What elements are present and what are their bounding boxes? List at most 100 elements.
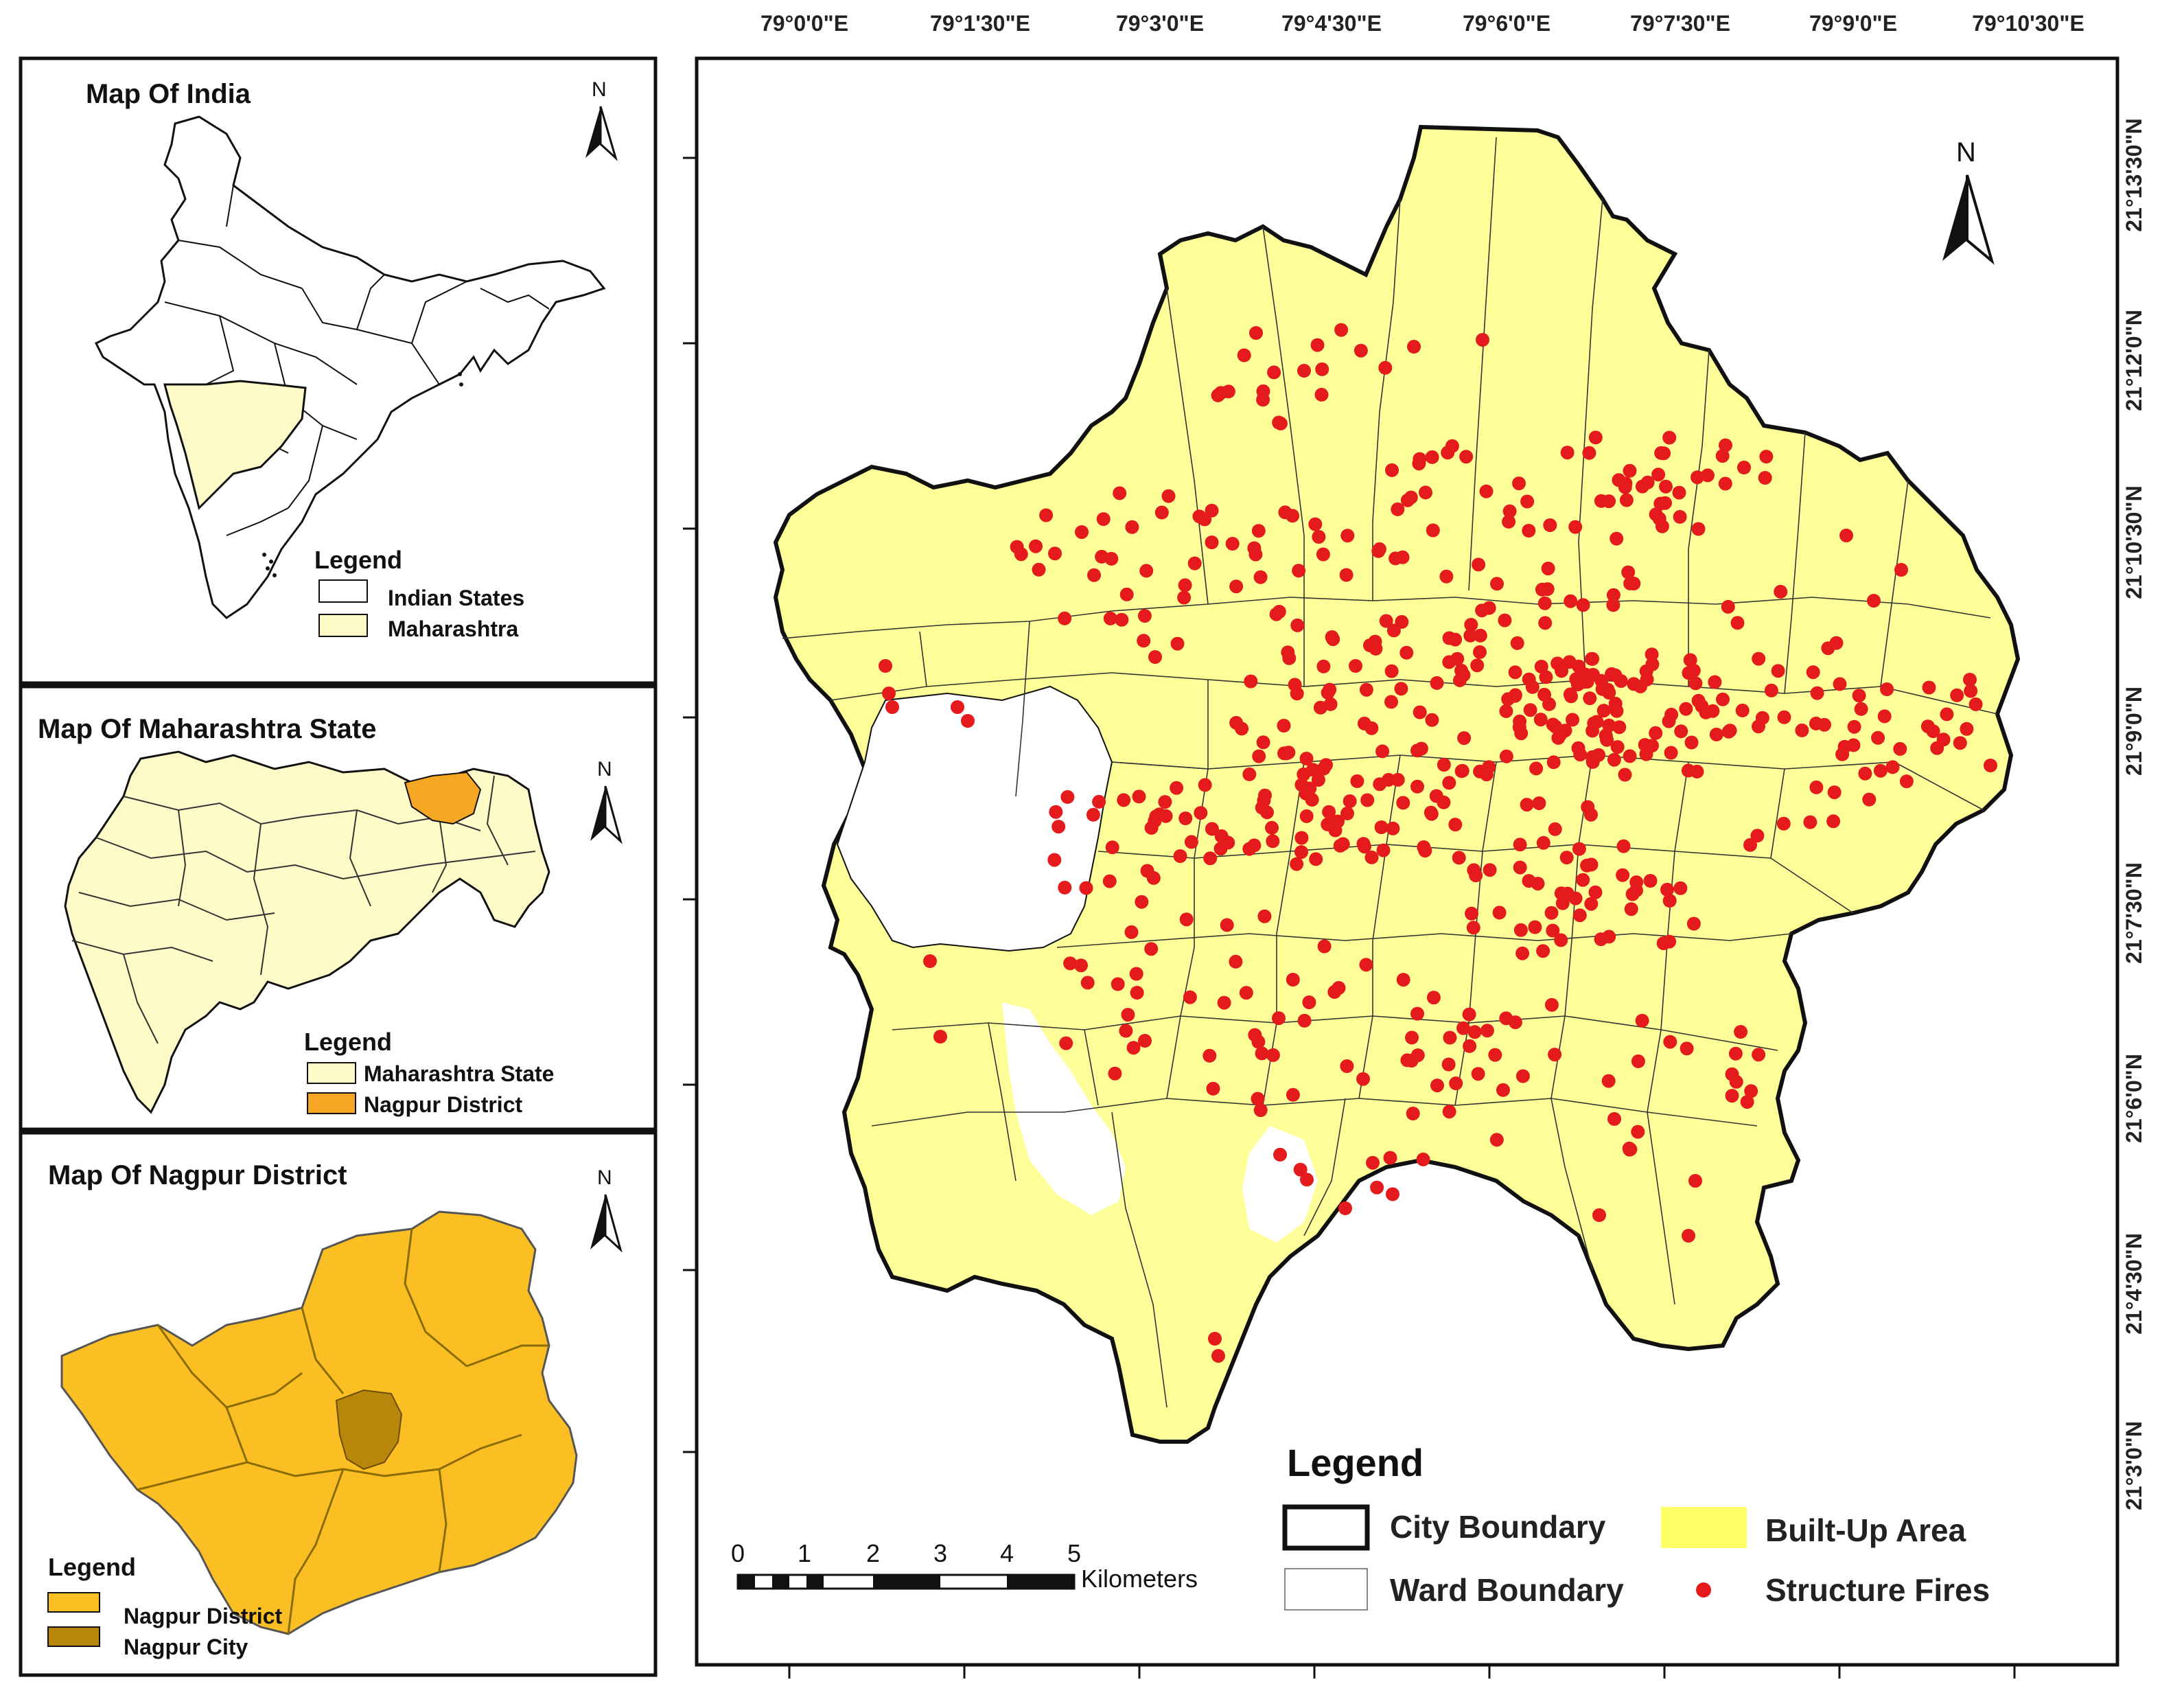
structure-fire-point [1602, 686, 1616, 700]
structure-fire-point [1354, 343, 1368, 358]
nagpur-legend-title: Legend [48, 1553, 136, 1581]
structure-fire-point [1338, 1201, 1352, 1215]
structure-fire-point [1103, 611, 1117, 625]
structure-fire-point [1286, 973, 1300, 987]
structure-fire-point [1893, 741, 1907, 756]
structure-fire-point [1826, 814, 1841, 829]
structure-fire-point [1281, 746, 1296, 760]
structure-fire-point [1512, 476, 1526, 491]
structure-fire-point [1086, 807, 1100, 822]
structure-fire-point [1596, 704, 1611, 718]
structure-fires-layer [879, 323, 1997, 1363]
structure-fire-point [1852, 689, 1866, 703]
structure-fire-point [1327, 984, 1342, 999]
structure-fire-point [1535, 582, 1549, 597]
nagpur-legend-label-city: Nagpur City [124, 1635, 248, 1659]
structure-fire-point [1674, 724, 1688, 739]
structure-fire-point [1456, 1021, 1470, 1035]
structure-fire-point [1899, 774, 1914, 789]
structure-fire-point [1631, 1054, 1645, 1068]
structure-fire-point [1316, 761, 1331, 776]
structure-fire-point [1602, 494, 1616, 509]
structure-fire-point [1173, 849, 1187, 863]
structure-fire-point [1723, 724, 1737, 738]
structure-fire-point [1544, 998, 1559, 1012]
structure-fire-point [1251, 524, 1266, 538]
structure-fire-point [1265, 820, 1279, 835]
structure-fire-point [1229, 579, 1244, 594]
structure-fire-point [1564, 689, 1578, 704]
india-inset-title: Map Of India [86, 79, 251, 109]
legend-label-city-boundary: City Boundary [1390, 1509, 1606, 1545]
longitude-label: 79°10'30"E [1972, 11, 2084, 36]
structure-fire-point [1560, 446, 1575, 460]
structure-fire-point [1410, 1006, 1424, 1021]
structure-fire-point [1542, 697, 1556, 711]
nagpur-legend-swatch-city [47, 1626, 100, 1647]
legend-label-ward-boundary: Ward Boundary [1390, 1572, 1624, 1608]
structure-fire-point [1305, 763, 1320, 777]
structure-fire-point [1378, 360, 1393, 375]
structure-fire-point [1833, 677, 1847, 691]
structure-fire-point [1079, 881, 1093, 895]
nagpur-city-highlight [335, 1389, 403, 1471]
structure-fire-point [1161, 489, 1176, 503]
structure-fire-point [1074, 958, 1088, 973]
structure-fire-point [1532, 796, 1546, 810]
structure-fire-point [1631, 1125, 1645, 1139]
structure-fire-point [1340, 1059, 1354, 1073]
maharashtra-legend-label-state: Maharashtra State [364, 1061, 554, 1086]
structure-fire-point [1534, 660, 1548, 673]
structure-fire-point [1572, 842, 1586, 856]
structure-fire-point [1205, 503, 1219, 518]
svg-text:N: N [1956, 137, 1976, 168]
structure-fire-point [1248, 547, 1263, 562]
structure-fire-point [1308, 517, 1323, 531]
structure-fire-point [1513, 714, 1527, 728]
structure-fire-point [1339, 568, 1354, 582]
structure-fire-point [1777, 710, 1791, 724]
latitude-label: 21°12'0"N [2122, 310, 2146, 411]
structure-fire-point [1108, 1066, 1122, 1081]
structure-fire-point [1253, 570, 1268, 584]
structure-fire-point [1571, 741, 1585, 755]
structure-fire-point [1340, 529, 1355, 543]
structure-fire-point [1709, 727, 1723, 741]
north-arrow-icon: N [1942, 137, 1995, 265]
structure-fire-point [1576, 873, 1590, 887]
structure-fire-point [1126, 1041, 1141, 1055]
structure-fire-point [1470, 658, 1485, 673]
structure-fire-point [1323, 682, 1337, 697]
structure-fire-point [1425, 713, 1439, 727]
structure-fire-point [1244, 674, 1258, 689]
structure-fire-point [1302, 995, 1316, 1009]
structure-fire-point [1237, 348, 1251, 362]
structure-fire-point [1465, 906, 1478, 921]
structure-fire-point [1501, 692, 1515, 706]
structure-fire-point [1557, 889, 1572, 903]
scale-bar: 0 1 2 3 4 5 Kilometers [731, 1539, 1198, 1593]
nagpur-legend-label-district: Nagpur District [124, 1604, 282, 1628]
svg-text:N: N [597, 758, 612, 781]
structure-fire-point [1623, 749, 1637, 763]
structure-fire-point [1695, 699, 1709, 713]
structure-fire-point [1290, 687, 1304, 701]
structure-fire-point [1649, 507, 1663, 522]
structure-fire-point [1267, 365, 1281, 380]
structure-fire-point [1334, 323, 1349, 337]
structure-fire-point [1510, 636, 1524, 650]
maharashtra-legend-title: Legend [304, 1028, 392, 1056]
structure-fire-point [1135, 895, 1149, 909]
structure-fire-point [1048, 546, 1062, 561]
structure-fire-point [1803, 815, 1817, 829]
structure-fire-point [1220, 918, 1234, 932]
legend-swatch-built-up [1661, 1507, 1747, 1548]
structure-fire-point [1562, 655, 1577, 669]
structure-fire-point [1437, 758, 1451, 772]
structure-fire-point [1087, 568, 1101, 582]
structure-fire-point [1682, 666, 1696, 680]
structure-fire-point [1459, 450, 1474, 464]
structure-fire-point [1251, 1035, 1266, 1049]
structure-fire-point [1839, 529, 1853, 542]
structure-fire-point [1606, 598, 1620, 612]
